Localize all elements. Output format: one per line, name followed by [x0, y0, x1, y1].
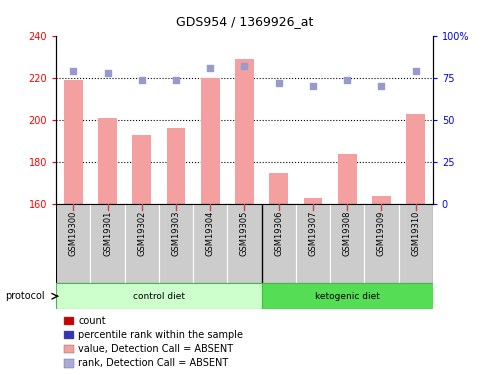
Text: ketogenic diet: ketogenic diet — [314, 292, 379, 301]
Point — [138, 76, 145, 82]
Point — [343, 76, 350, 82]
Bar — [295, 204, 329, 283]
Text: control diet: control diet — [133, 292, 184, 301]
Bar — [193, 204, 227, 283]
Text: value, Detection Call = ABSENT: value, Detection Call = ABSENT — [78, 344, 233, 354]
Text: GSM19300: GSM19300 — [69, 211, 78, 256]
Bar — [90, 204, 124, 283]
Text: GSM19307: GSM19307 — [308, 211, 317, 256]
Text: GSM19310: GSM19310 — [410, 211, 419, 256]
Bar — [371, 196, 390, 204]
Bar — [261, 283, 432, 309]
Point — [377, 83, 385, 89]
Bar — [337, 154, 356, 204]
Bar — [406, 114, 424, 204]
Bar — [235, 59, 253, 204]
Bar — [227, 204, 261, 283]
Text: count: count — [78, 316, 105, 326]
Bar — [56, 204, 90, 283]
Bar — [159, 204, 193, 283]
Point — [206, 64, 214, 70]
Text: GSM19302: GSM19302 — [137, 211, 146, 256]
Bar — [64, 80, 82, 204]
Text: percentile rank within the sample: percentile rank within the sample — [78, 330, 243, 340]
Point — [172, 76, 180, 82]
Text: GSM19308: GSM19308 — [342, 211, 351, 256]
Point — [411, 68, 419, 74]
Text: GSM19304: GSM19304 — [205, 211, 214, 256]
Point — [240, 63, 248, 69]
Bar — [364, 204, 398, 283]
Text: GDS954 / 1369926_at: GDS954 / 1369926_at — [176, 15, 312, 28]
Point — [308, 83, 316, 89]
Bar — [124, 204, 159, 283]
Text: GSM19309: GSM19309 — [376, 211, 385, 256]
Bar — [132, 135, 151, 204]
Text: GSM19303: GSM19303 — [171, 211, 180, 256]
Bar — [98, 118, 117, 204]
Bar — [303, 198, 322, 204]
Point — [103, 70, 111, 76]
Bar — [56, 283, 261, 309]
Text: GSM19306: GSM19306 — [274, 211, 283, 256]
Text: GSM19305: GSM19305 — [240, 211, 248, 256]
Bar — [329, 204, 364, 283]
Point — [69, 68, 77, 74]
Text: protocol: protocol — [5, 291, 44, 301]
Bar — [201, 78, 219, 204]
Bar — [166, 128, 185, 204]
Text: rank, Detection Call = ABSENT: rank, Detection Call = ABSENT — [78, 358, 228, 368]
Text: GSM19301: GSM19301 — [103, 211, 112, 256]
Bar — [261, 204, 295, 283]
Bar — [269, 173, 287, 204]
Point — [274, 80, 282, 86]
Bar — [398, 204, 432, 283]
